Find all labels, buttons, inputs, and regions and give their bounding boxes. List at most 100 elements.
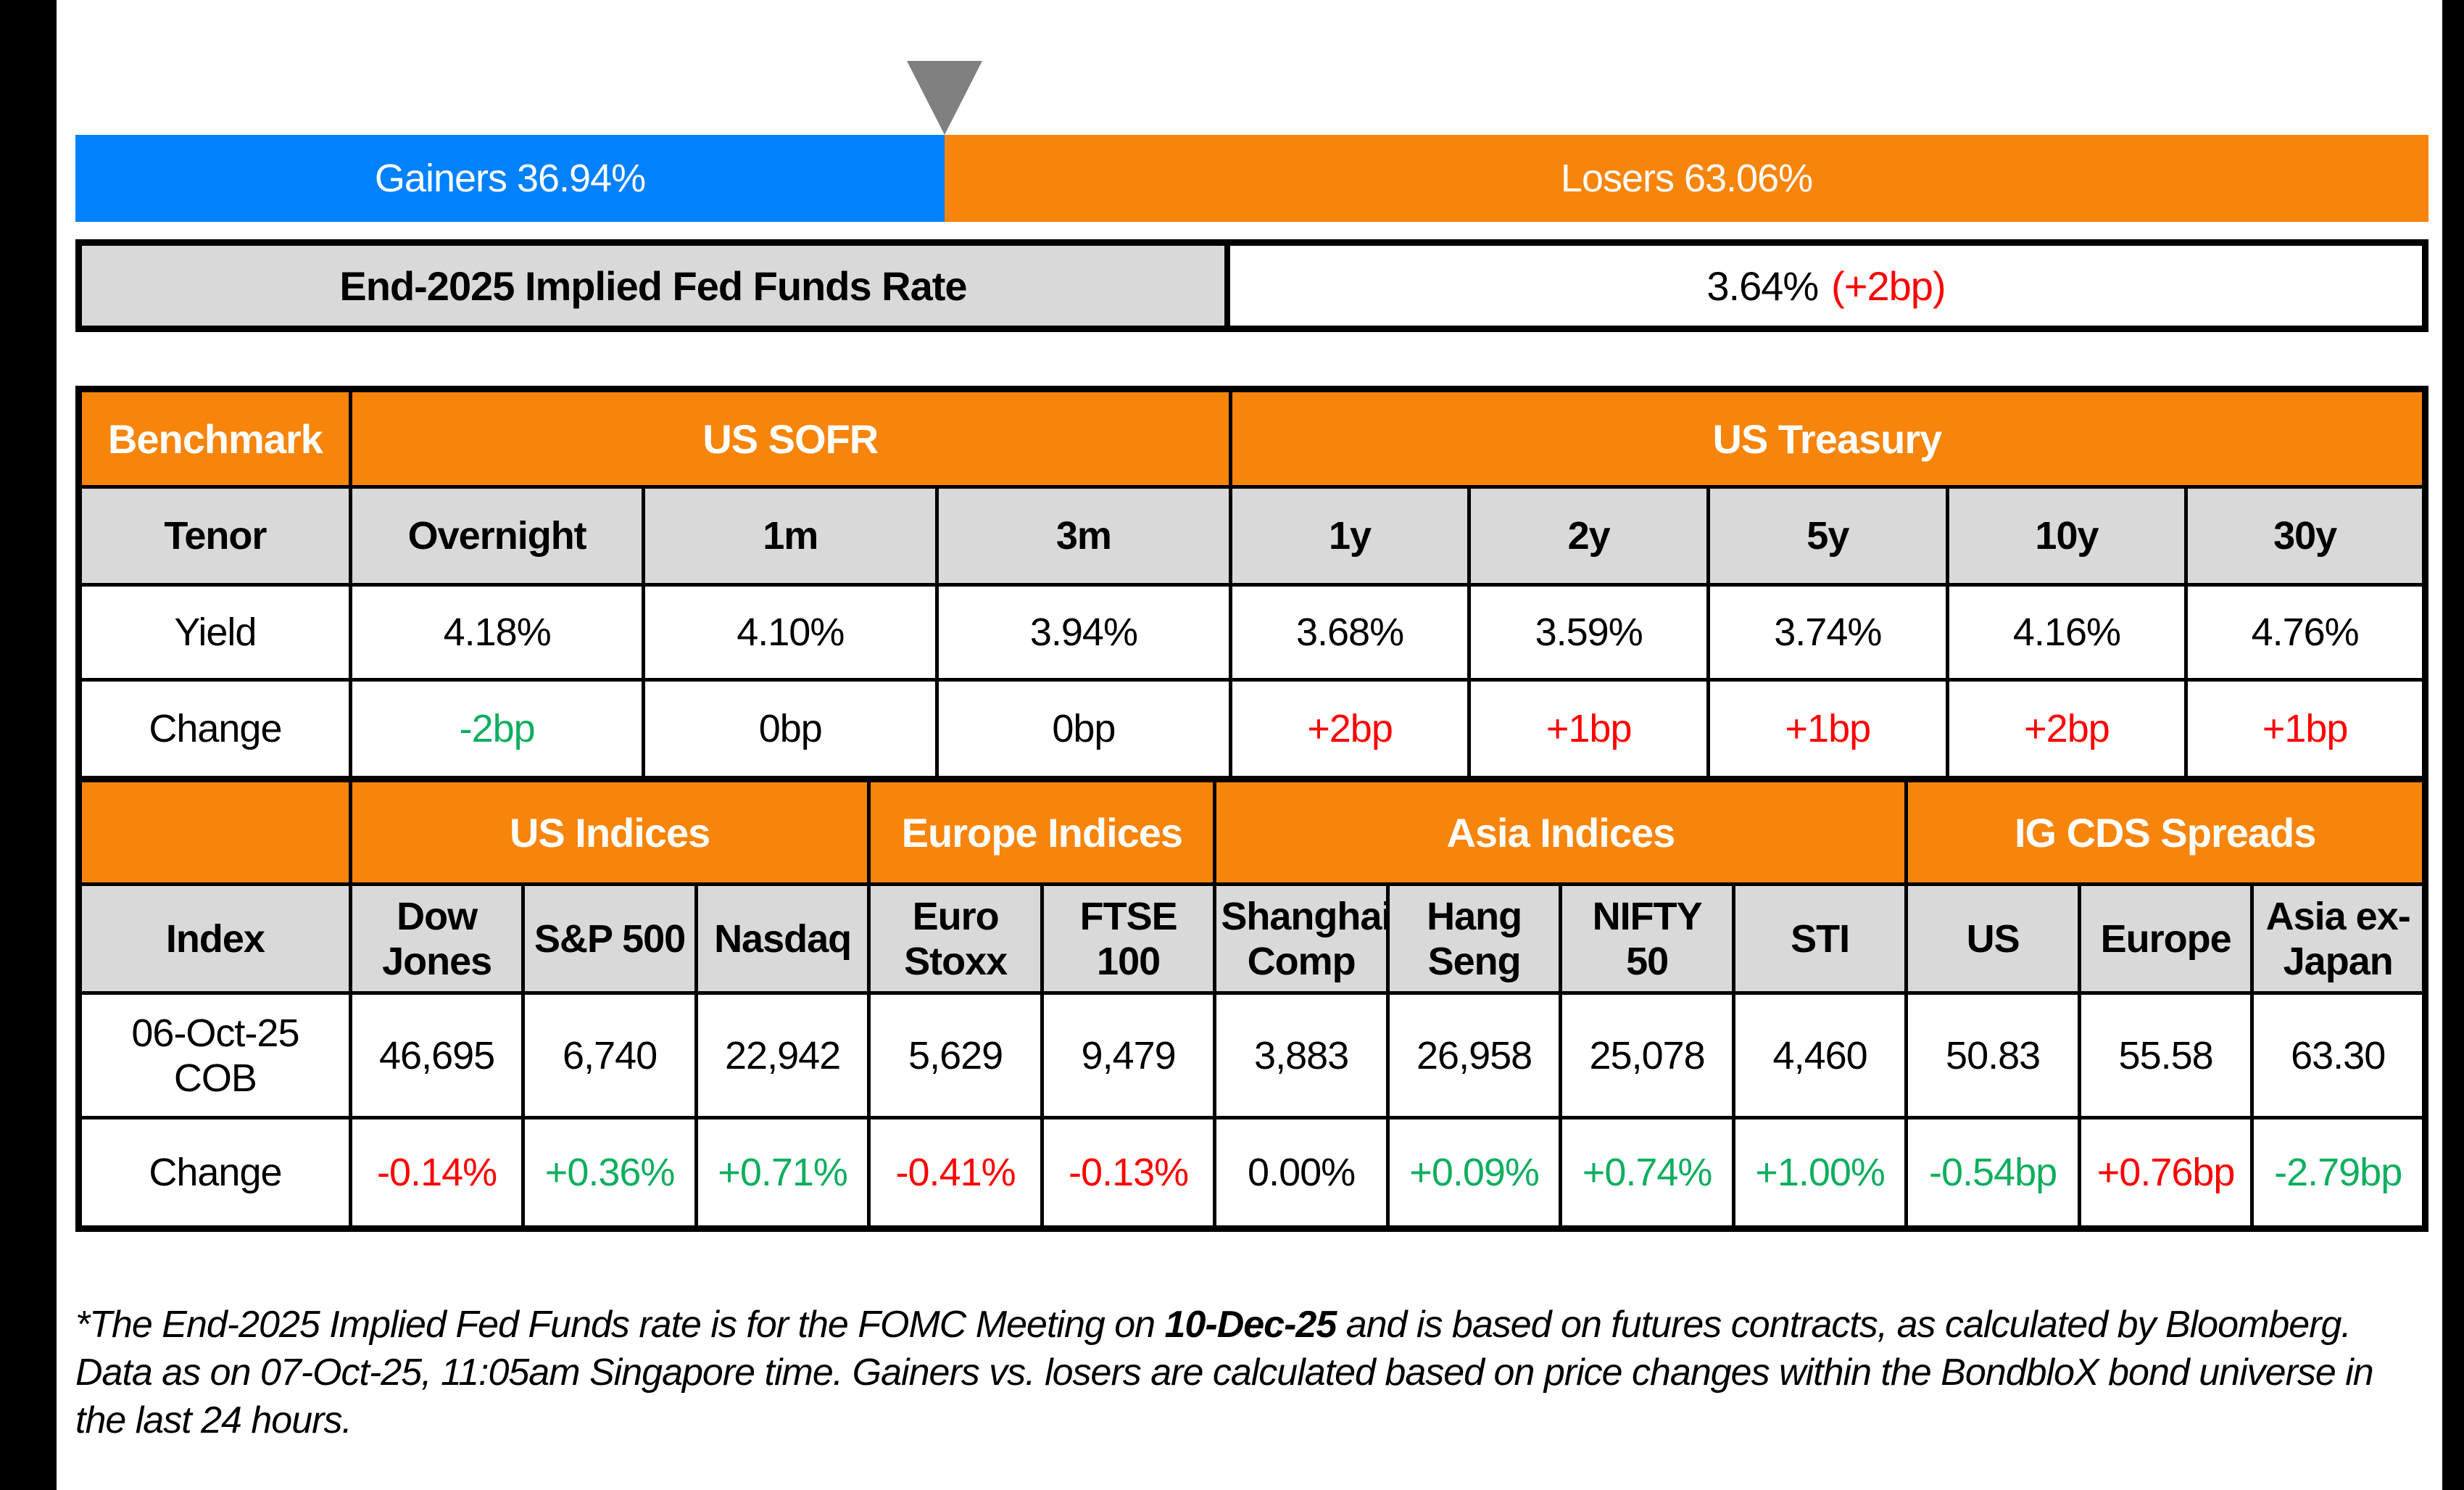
index-change-row-label: Change [77, 1116, 352, 1230]
yield-change-cell: +1bp [1467, 678, 1710, 781]
fed-funds-value-cell: 3.64% (+2bp) [1229, 246, 2422, 326]
index-change-cell: +1.00% [1731, 1116, 1909, 1230]
us-indices-group-header: US Indices [348, 777, 871, 886]
yield-cell: 3.94% [935, 583, 1232, 682]
index-change-cell: -2.79bp [2250, 1116, 2427, 1230]
index-change-cell: -0.13% [1040, 1116, 1217, 1230]
yield-change-cell: +2bp [1945, 678, 2189, 781]
index-value-cell: 9,479 [1040, 991, 1217, 1119]
fed-funds-rate: 3.64% [1706, 262, 1819, 309]
index-name-cell: US [1904, 882, 2081, 995]
tenor-cell: 5y [1706, 485, 1949, 587]
index-change-cell: +0.71% [694, 1116, 871, 1230]
yield-row: Yield 4.18% 4.10% 3.94% 3.68% 3.59% 3.74… [77, 583, 2427, 682]
index-change-cell: +0.09% [1385, 1116, 1563, 1230]
index-change-cell: +0.36% [521, 1116, 698, 1230]
yield-change-row: Change -2bp 0bp 0bp +2bp +1bp +1bp +2bp … [77, 678, 2427, 781]
index-name-cell: Nasdaq [694, 882, 871, 995]
index-name-cell: FTSE 100 [1040, 882, 1217, 995]
yield-cell: 3.68% [1228, 583, 1472, 682]
index-value-cell: 22,942 [694, 991, 871, 1119]
yield-row-label: Yield [77, 583, 352, 682]
tenor-cell: 1m [642, 485, 939, 587]
yield-cell: 4.76% [2184, 583, 2427, 682]
tenor-cell: Overnight [348, 485, 646, 587]
tenor-cell: 30y [2184, 485, 2427, 587]
index-name-cell: Asia ex-Japan [2250, 882, 2427, 995]
index-name-cell: Dow Jones [348, 882, 526, 995]
yield-cell: 4.18% [348, 583, 646, 682]
yield-change-cell: +1bp [1706, 678, 1949, 781]
footnote-part2: and is based on futures contracts, as ca… [75, 1304, 2374, 1441]
index-value-cell: 26,958 [1385, 991, 1563, 1119]
indices-group-row: US Indices Europe Indices Asia Indices I… [77, 777, 2427, 886]
europe-indices-group-header: Europe Indices [867, 777, 1217, 886]
benchmark-table: Benchmark US SOFR US Treasury Tenor Over… [75, 386, 2428, 782]
index-name-cell: S&P 500 [521, 882, 698, 995]
yield-change-cell: -2bp [348, 678, 646, 781]
fed-funds-strip: End-2025 Implied Fed Funds Rate 3.64% (+… [75, 239, 2428, 332]
date-row-label: 06-Oct-25 COB [77, 991, 352, 1119]
yield-change-cell: 0bp [642, 678, 939, 781]
index-row-label: Index [77, 882, 352, 995]
indices-corner-cell [77, 777, 352, 886]
index-name-cell: NIFTY 50 [1559, 882, 1735, 995]
index-change-cell: -0.14% [348, 1116, 526, 1230]
right-black-band [2442, 0, 2464, 1490]
tenor-row-label: Tenor [77, 485, 352, 587]
down-triangle-icon [907, 61, 983, 135]
footnote-text: *The End-2025 Implied Fed Funds rate is … [75, 1301, 2428, 1444]
index-name-row: Index Dow Jones S&P 500 Nasdaq Euro Stox… [77, 882, 2427, 995]
tenor-cell: 3m [935, 485, 1232, 587]
index-value-cell: 63.30 [2250, 991, 2427, 1119]
index-change-cell: +0.74% [1559, 1116, 1735, 1230]
footnote-part1: *The End-2025 Implied Fed Funds rate is … [75, 1304, 1156, 1346]
index-change-cell: -0.54bp [1904, 1116, 2081, 1230]
index-name-cell: Euro Stoxx [867, 882, 1044, 995]
fed-funds-change: (+2bp) [1831, 262, 1946, 309]
index-name-cell: Hang Seng [1385, 882, 1563, 995]
index-value-cell: 25,078 [1559, 991, 1735, 1119]
index-change-cell: +0.76bp [2077, 1116, 2254, 1230]
indices-table: US Indices Europe Indices Asia Indices I… [75, 776, 2428, 1232]
index-change-cell: 0.00% [1213, 1116, 1390, 1230]
index-value-cell: 6,740 [521, 991, 698, 1119]
gainers-losers-bar: Gainers 36.94% Losers 63.06% [75, 61, 2428, 222]
tenor-cell: 1y [1228, 485, 1472, 587]
yield-cell: 3.74% [1706, 583, 1949, 682]
index-change-cell: -0.41% [867, 1116, 1044, 1230]
us-sofr-group-header: US SOFR [348, 387, 1232, 489]
index-name-cell: Shanghai Comp [1213, 882, 1390, 995]
index-value-cell: 55.58 [2077, 991, 2254, 1119]
index-value-cell: 50.83 [1904, 991, 2081, 1119]
gainers-segment: Gainers 36.94% [75, 135, 945, 222]
yield-cell: 4.10% [642, 583, 939, 682]
left-black-band [0, 0, 57, 1490]
benchmark-tables: Benchmark US SOFR US Treasury Tenor Over… [75, 386, 2428, 1232]
index-value-row: 06-Oct-25 COB 46,695 6,740 22,942 5,629 … [77, 991, 2427, 1119]
yield-cell: 4.16% [1945, 583, 2189, 682]
index-change-row: Change -0.14% +0.36% +0.71% -0.41% -0.13… [77, 1116, 2427, 1230]
asia-indices-group-header: Asia Indices [1213, 777, 1909, 886]
benchmark-corner-cell: Benchmark [77, 387, 352, 489]
benchmark-group-row: Benchmark US SOFR US Treasury [77, 387, 2428, 489]
yield-change-row-label: Change [77, 678, 352, 781]
index-name-cell: Europe [2077, 882, 2254, 995]
fed-funds-label: End-2025 Implied Fed Funds Rate [82, 246, 1230, 326]
index-name-cell: STI [1731, 882, 1909, 995]
losers-segment: Losers 63.06% [945, 135, 2428, 222]
yield-cell: 3.59% [1467, 583, 1710, 682]
ig-cds-group-header: IG CDS Spreads [1904, 777, 2427, 886]
tenor-cell: 2y [1467, 485, 1710, 587]
index-value-cell: 5,629 [867, 991, 1044, 1119]
footnote-bold-date: 10-Dec-25 [1164, 1304, 1337, 1346]
report-content: Gainers 36.94% Losers 63.06% End-2025 Im… [75, 0, 2428, 1482]
tenor-cell: 10y [1945, 485, 2189, 587]
yield-change-cell: 0bp [935, 678, 1232, 781]
us-treasury-group-header: US Treasury [1228, 387, 2428, 489]
index-value-cell: 4,460 [1731, 991, 1909, 1119]
gainers-label: Gainers 36.94% [374, 157, 646, 200]
yield-change-cell: +2bp [1228, 678, 1472, 781]
index-value-cell: 3,883 [1213, 991, 1390, 1119]
yield-change-cell: +1bp [2184, 678, 2427, 781]
